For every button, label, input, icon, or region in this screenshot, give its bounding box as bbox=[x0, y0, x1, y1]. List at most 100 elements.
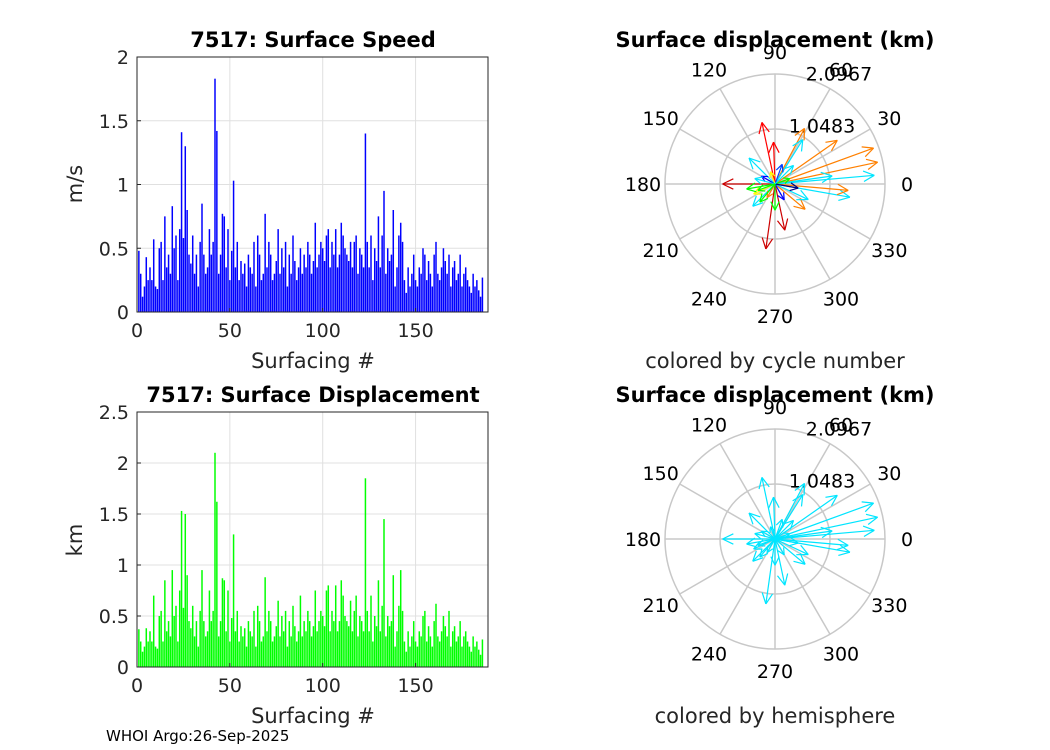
displacement-bar bbox=[372, 641, 374, 667]
speed-bar bbox=[178, 229, 181, 312]
displacement-bar bbox=[424, 610, 426, 667]
displacement-bar bbox=[386, 616, 389, 667]
displacement-bar bbox=[359, 616, 361, 667]
compass-hemisphere-angle-label: 150 bbox=[643, 463, 679, 485]
displacement-bar bbox=[152, 595, 155, 667]
displacement-bar bbox=[349, 600, 352, 667]
speed-bar bbox=[403, 280, 406, 312]
speed-bar bbox=[253, 241, 255, 312]
speed-bar bbox=[284, 241, 287, 312]
displacement-bar bbox=[457, 636, 460, 667]
compass-cycle-angle-label: 300 bbox=[823, 288, 859, 310]
speed-bar bbox=[240, 261, 242, 312]
displacement-bar bbox=[312, 626, 315, 667]
displacement-bar bbox=[470, 651, 473, 667]
compass-hemisphere-arrow bbox=[774, 538, 809, 556]
speed-bar bbox=[357, 273, 359, 312]
speed-bar bbox=[405, 292, 408, 312]
compass-cycle-arrow bbox=[770, 184, 780, 211]
speed-xtick-label: 50 bbox=[218, 320, 242, 342]
compass-cycle-angle-label: 240 bbox=[691, 288, 727, 310]
displacement-bar bbox=[472, 636, 474, 667]
speed-bar bbox=[275, 261, 278, 312]
speed-bar bbox=[154, 286, 157, 312]
displacement-bar bbox=[156, 648, 159, 667]
compass-hemisphere-angle-label: 210 bbox=[643, 595, 679, 617]
speed-bar bbox=[221, 213, 224, 312]
displacement-bar bbox=[440, 631, 443, 667]
displacement-bar bbox=[303, 621, 305, 667]
displacement-bar bbox=[461, 646, 463, 667]
speed-bar bbox=[372, 280, 374, 312]
compass-cycle-arrow bbox=[774, 163, 784, 185]
speed-bar bbox=[260, 280, 263, 312]
compass-hemisphere-ring-label: 1.0483 bbox=[789, 471, 855, 493]
speed-bar bbox=[346, 254, 348, 312]
speed-bar bbox=[195, 254, 198, 312]
speed-bar bbox=[470, 292, 473, 312]
compass-cycle-angle-label: 330 bbox=[871, 240, 907, 262]
compass-hemisphere-angle-label: 30 bbox=[877, 463, 901, 485]
speed-bar bbox=[164, 216, 166, 312]
displacement-bar bbox=[284, 610, 287, 667]
speed-bar bbox=[279, 273, 281, 312]
speed-bar bbox=[212, 241, 214, 312]
speed-bar bbox=[162, 280, 164, 312]
speed-bar bbox=[256, 235, 259, 312]
speed-bar bbox=[318, 254, 320, 312]
speed-bar bbox=[435, 241, 437, 312]
speed-bar bbox=[407, 267, 409, 312]
compass-hemisphere-spoke bbox=[774, 443, 831, 540]
speed-bar bbox=[347, 261, 350, 312]
displacement-bar bbox=[251, 636, 253, 667]
displacement-bar bbox=[336, 631, 339, 667]
speed-bar bbox=[448, 254, 450, 312]
speed-bar bbox=[472, 273, 474, 312]
speed-bar bbox=[388, 261, 391, 312]
displacement-bar bbox=[448, 610, 450, 667]
displacement-bar bbox=[385, 636, 387, 667]
displacement-bar bbox=[160, 610, 162, 667]
speed-bar bbox=[386, 248, 389, 312]
displacement-bar bbox=[201, 570, 203, 667]
displacement-bar bbox=[262, 636, 265, 667]
compass-cycle-spoke bbox=[719, 183, 776, 280]
compass-cycle-arrow bbox=[774, 183, 809, 201]
speed-ytick-label: 1 bbox=[117, 175, 129, 197]
speed-bar bbox=[184, 146, 187, 312]
speed-bar bbox=[301, 273, 304, 312]
compass-hemisphere-arrow bbox=[768, 496, 780, 540]
speed-bar bbox=[147, 280, 149, 312]
compass-hemisphere-spoke bbox=[719, 443, 776, 540]
displacement-bar bbox=[366, 610, 369, 667]
speed-bar bbox=[165, 267, 168, 312]
displacement-bar bbox=[225, 631, 227, 667]
displacement-bar bbox=[342, 595, 344, 667]
speed-bar bbox=[442, 248, 445, 312]
displacement-bar bbox=[151, 641, 153, 667]
displacement-bar bbox=[264, 577, 266, 667]
speed-bar bbox=[366, 241, 369, 312]
displacement-bar bbox=[403, 641, 406, 667]
displacement-bar bbox=[394, 646, 396, 667]
displacement-bar bbox=[299, 595, 302, 667]
speed-chart-title: 7517: Surface Speed bbox=[190, 28, 436, 52]
compass-hemisphere-arrow bbox=[774, 513, 879, 540]
displacement-bar bbox=[230, 618, 233, 667]
displacement-bar bbox=[249, 631, 252, 667]
speed-bar bbox=[173, 248, 175, 312]
speed-bar bbox=[297, 267, 300, 312]
displacement-bar bbox=[273, 636, 276, 667]
compass-cycle-arrow bbox=[748, 157, 776, 185]
speed-bar bbox=[141, 296, 144, 312]
compass-cycle-arrow bbox=[768, 141, 780, 185]
speed-bar bbox=[444, 261, 447, 312]
speed-bar bbox=[210, 254, 213, 312]
speed-bar bbox=[177, 280, 179, 312]
speed-bar bbox=[307, 241, 309, 312]
speed-bar bbox=[344, 248, 346, 312]
displacement-bar bbox=[476, 641, 478, 667]
displacement-bar bbox=[184, 514, 187, 667]
compass-hemisphere-arrow bbox=[774, 482, 806, 540]
displacement-bar bbox=[481, 639, 484, 667]
